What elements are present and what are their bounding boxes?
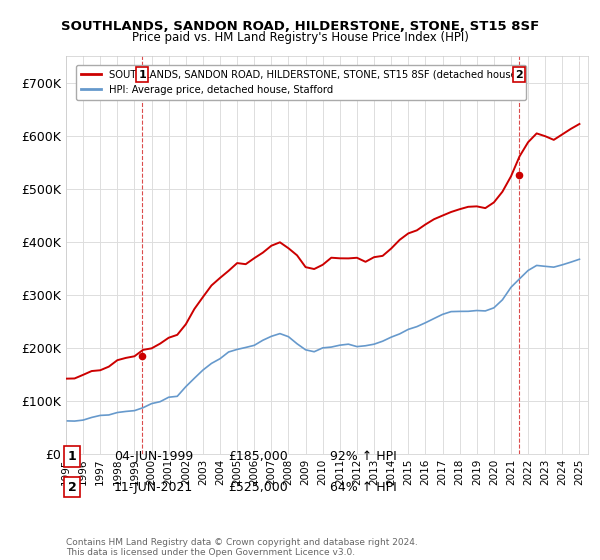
Text: Price paid vs. HM Land Registry's House Price Index (HPI): Price paid vs. HM Land Registry's House … <box>131 31 469 44</box>
Legend: SOUTHLANDS, SANDON ROAD, HILDERSTONE, STONE, ST15 8SF (detached house), HPI: Ave: SOUTHLANDS, SANDON ROAD, HILDERSTONE, ST… <box>76 65 526 100</box>
Text: 1: 1 <box>138 69 146 80</box>
Text: £185,000: £185,000 <box>228 450 288 463</box>
Text: 04-JUN-1999: 04-JUN-1999 <box>114 450 193 463</box>
Text: £525,000: £525,000 <box>228 480 288 494</box>
Text: 92% ↑ HPI: 92% ↑ HPI <box>330 450 397 463</box>
Text: 64% ↑ HPI: 64% ↑ HPI <box>330 480 397 494</box>
Text: 1: 1 <box>68 450 76 463</box>
Point <box>514 171 523 180</box>
Text: Contains HM Land Registry data © Crown copyright and database right 2024.
This d: Contains HM Land Registry data © Crown c… <box>66 538 418 557</box>
Point <box>137 351 147 360</box>
Text: 2: 2 <box>68 480 76 494</box>
Text: 2: 2 <box>515 69 523 80</box>
Text: 11-JUN-2021: 11-JUN-2021 <box>114 480 193 494</box>
Text: SOUTHLANDS, SANDON ROAD, HILDERSTONE, STONE, ST15 8SF: SOUTHLANDS, SANDON ROAD, HILDERSTONE, ST… <box>61 20 539 32</box>
